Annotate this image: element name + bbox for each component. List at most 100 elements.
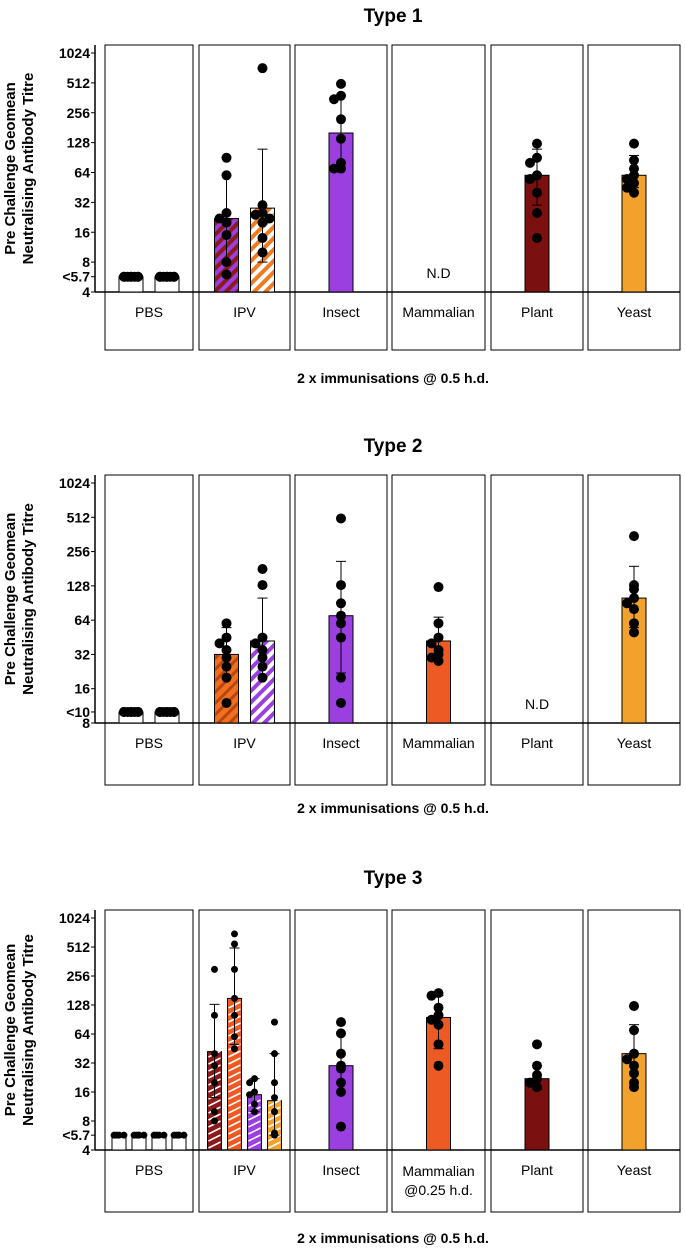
data-point xyxy=(336,672,346,683)
data-point xyxy=(629,1025,639,1036)
bar-hatch xyxy=(268,1141,281,1149)
data-point xyxy=(629,1048,639,1059)
group-box-pbs xyxy=(104,44,194,351)
data-point xyxy=(336,632,346,643)
data-point xyxy=(532,1082,542,1093)
data-point xyxy=(231,965,238,973)
bar-hatch xyxy=(208,1134,221,1142)
group-box-ipv xyxy=(198,44,291,351)
data-point xyxy=(336,1121,346,1132)
y-axis-label: Pre Challenge Geomean xyxy=(2,513,19,686)
data-point xyxy=(214,638,225,649)
data-point xyxy=(231,994,238,1002)
data-point xyxy=(433,1002,444,1013)
bar-hatch xyxy=(228,1092,241,1100)
data-point xyxy=(126,271,136,282)
data-point xyxy=(433,632,444,643)
data-point xyxy=(336,610,346,621)
data-point xyxy=(336,598,346,609)
y-tick-label: 8 xyxy=(82,715,90,731)
data-point xyxy=(525,157,535,168)
data-point xyxy=(251,1108,258,1116)
bar-hatch xyxy=(248,1120,261,1128)
data-point xyxy=(113,1131,121,1139)
data-point xyxy=(271,1079,278,1087)
x-axis-label: 2 x immunisations @ 0.5 h.d. xyxy=(297,370,489,386)
data-point xyxy=(221,644,232,655)
bar-hatch xyxy=(228,1120,241,1128)
group-box-ipv xyxy=(198,474,291,786)
data-point xyxy=(250,209,261,220)
data-point xyxy=(221,652,232,663)
y-axis-label: Pre Challenge Geomean xyxy=(2,944,19,1117)
category-label-mammalian: Mammalian xyxy=(402,1163,474,1179)
data-point xyxy=(231,930,238,938)
y-axis-label: Pre Challenge Geomean xyxy=(2,82,19,255)
data-point xyxy=(231,1011,238,1019)
data-point xyxy=(336,1063,346,1074)
data-point xyxy=(257,644,268,655)
bar-hatch xyxy=(228,1127,241,1135)
y-tick-label: 256 xyxy=(67,105,91,121)
data-point xyxy=(336,580,346,591)
data-point xyxy=(173,1131,181,1139)
data-point xyxy=(155,706,165,717)
category-label-yeast: Yeast xyxy=(617,1162,652,1178)
data-point xyxy=(433,1039,444,1050)
category-label-plant: Plant xyxy=(521,304,553,320)
category-label-insect: Insect xyxy=(322,735,359,751)
data-point xyxy=(221,632,232,643)
category-label-plant: Plant xyxy=(521,735,553,751)
data-point xyxy=(532,233,542,244)
data-point xyxy=(211,1117,218,1125)
data-point xyxy=(160,1131,168,1139)
data-point xyxy=(257,563,268,574)
bar-hatch xyxy=(228,1057,241,1065)
data-point xyxy=(525,174,535,185)
data-point xyxy=(119,706,129,717)
data-point xyxy=(336,1017,346,1028)
bar-hatch xyxy=(248,1113,261,1121)
bar-hatch xyxy=(248,1127,261,1135)
category-sublabel-mammalian: @0.25 h.d. xyxy=(404,1182,473,1198)
y-tick-label: 32 xyxy=(74,646,90,662)
data-point xyxy=(426,638,437,649)
y-tick-label: 1024 xyxy=(59,910,90,926)
data-point xyxy=(336,618,346,629)
not-determined-note: N.D xyxy=(525,696,549,712)
y-tick-label: 512 xyxy=(67,939,91,955)
data-point xyxy=(433,582,444,593)
data-point xyxy=(231,1045,238,1053)
bar-hatch xyxy=(228,1113,241,1121)
data-point xyxy=(162,271,172,282)
data-point xyxy=(257,233,268,244)
data-point xyxy=(336,163,346,174)
data-point xyxy=(433,656,444,667)
group-box-yeast xyxy=(587,909,681,1213)
data-point xyxy=(329,94,339,105)
data-point xyxy=(433,1019,444,1030)
data-point xyxy=(133,1131,141,1139)
group-box-yeast xyxy=(587,44,681,351)
group-box-pbs xyxy=(104,474,194,786)
data-point xyxy=(133,706,143,717)
data-point xyxy=(257,580,268,591)
x-axis-label: 2 x immunisations @ 0.5 h.d. xyxy=(297,800,489,816)
data-point xyxy=(629,138,639,149)
data-point xyxy=(629,155,639,166)
data-point xyxy=(221,661,232,672)
bar-hatch xyxy=(208,1113,221,1121)
bar-hatch xyxy=(228,1050,241,1058)
data-point xyxy=(257,661,268,672)
group-box-insect xyxy=(294,909,388,1213)
y-tick-label: 512 xyxy=(67,509,91,525)
data-point xyxy=(257,247,268,258)
data-point xyxy=(246,1079,254,1087)
data-point xyxy=(336,1077,346,1088)
category-label-pbs: PBS xyxy=(135,1162,163,1178)
chart-title: Type 1 xyxy=(364,6,423,27)
data-point xyxy=(221,257,232,268)
y-tick-label: 256 xyxy=(67,544,91,560)
data-point xyxy=(271,1131,278,1139)
bar-hatch xyxy=(208,1141,221,1149)
